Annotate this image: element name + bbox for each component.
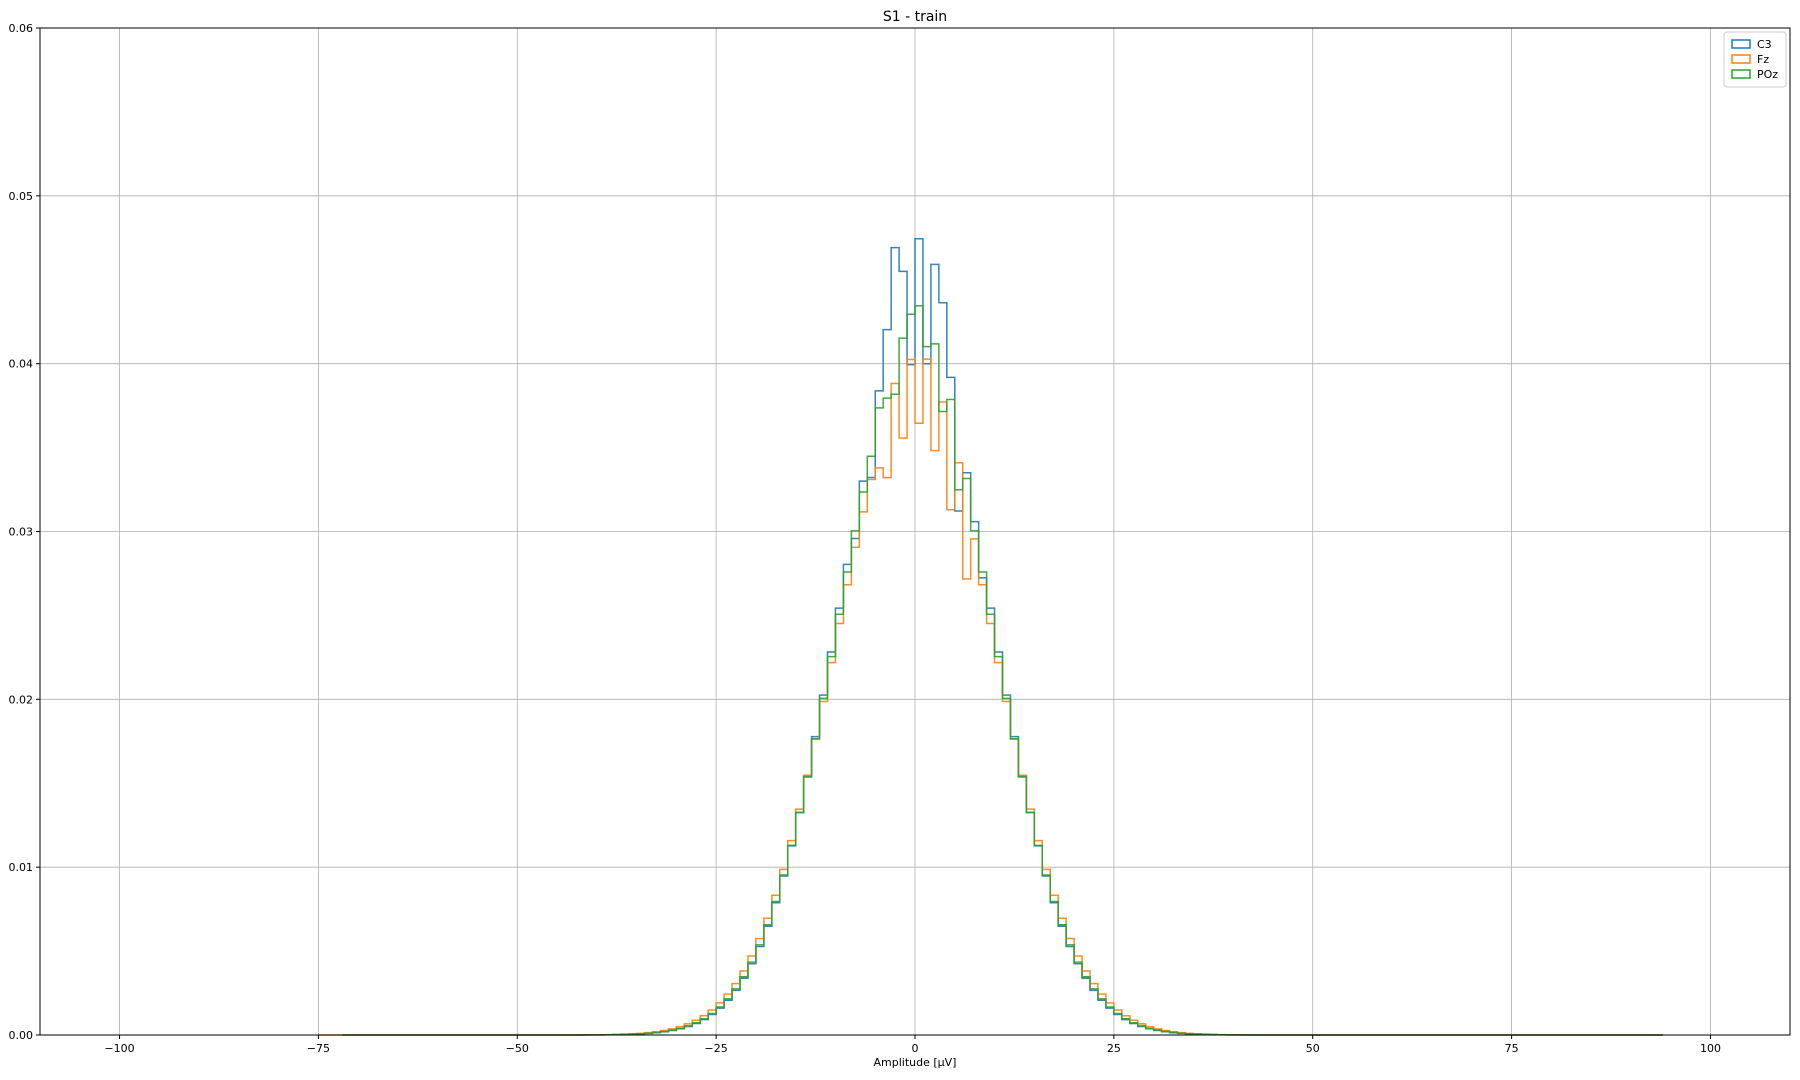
y-tick-label: 0.06 <box>9 22 34 35</box>
chart-title: S1 - train <box>883 9 947 25</box>
x-axis-label: Amplitude [μV] <box>874 1056 957 1069</box>
legend-label: C3 <box>1757 38 1772 51</box>
legend-swatch <box>1731 69 1751 79</box>
x-axis-ticks: −100 −75 −50 −25 0 25 50 75 100 <box>104 1035 1721 1055</box>
x-tick-label: −75 <box>307 1042 330 1055</box>
x-tick-label: 25 <box>1107 1042 1121 1055</box>
x-tick-label: −100 <box>104 1042 134 1055</box>
x-tick-label: 75 <box>1505 1042 1519 1055</box>
y-tick-label: 0.03 <box>9 526 34 539</box>
y-tick-label: 0.00 <box>9 1029 34 1042</box>
x-tick-label: 50 <box>1306 1042 1320 1055</box>
y-tick-label: 0.04 <box>9 358 34 371</box>
legend: C3 Fz POz <box>1723 31 1787 88</box>
y-tick-label: 0.01 <box>9 861 34 874</box>
x-tick-label: 0 <box>912 1042 919 1055</box>
legend-swatch <box>1731 39 1751 49</box>
legend-box <box>1723 31 1787 88</box>
x-tick-label: 100 <box>1700 1042 1721 1055</box>
y-tick-label: 0.05 <box>9 190 34 203</box>
y-tick-label: 0.02 <box>9 693 34 706</box>
legend-label: Fz <box>1757 53 1769 66</box>
legend-label: POz <box>1757 68 1778 81</box>
legend-swatch <box>1731 54 1751 64</box>
x-tick-label: −25 <box>705 1042 728 1055</box>
x-tick-label: −50 <box>506 1042 529 1055</box>
y-axis-ticks: 0.00 0.01 0.02 0.03 0.04 0.05 0.06 <box>9 22 40 1042</box>
